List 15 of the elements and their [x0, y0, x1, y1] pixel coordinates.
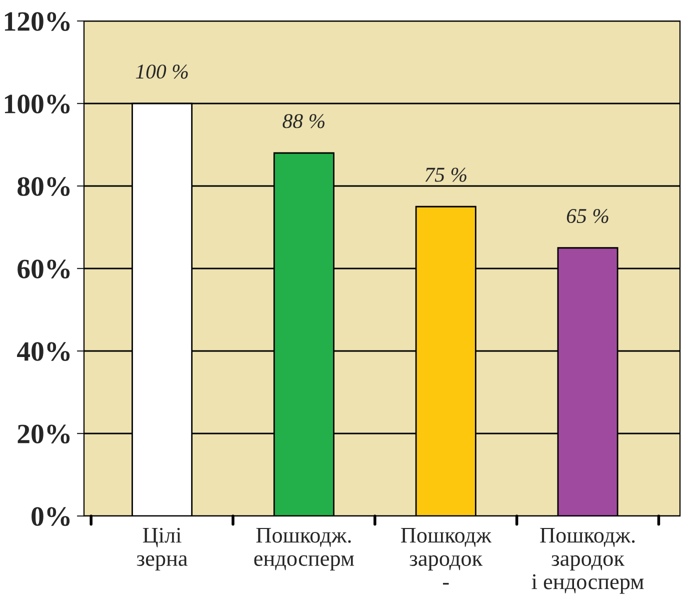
data-label: 88 % [282, 114, 324, 128]
y-tick-label: 0% [32, 507, 70, 526]
x-tick-label: Цілі зерна [136, 528, 188, 570]
y-tick-label: 20% [18, 424, 70, 444]
y-tick-label: 120% [4, 12, 70, 31]
data-label: 75 % [425, 168, 466, 182]
y-tick-label: 100% [4, 94, 70, 114]
x-tick-label: Пошкодж. ендосперм [254, 528, 354, 570]
y-tick-label: 80% [18, 177, 70, 196]
y-tick-label: 40% [17, 342, 70, 361]
x-tick-label: Пошкодж. зародок і ендосперм [532, 528, 644, 594]
data-label: 100 % [136, 64, 188, 79]
x-tick-label: Пошкодж зародок - [400, 528, 492, 585]
data-label: 65 % [566, 208, 608, 224]
y-tick-label: 60% [18, 260, 70, 278]
